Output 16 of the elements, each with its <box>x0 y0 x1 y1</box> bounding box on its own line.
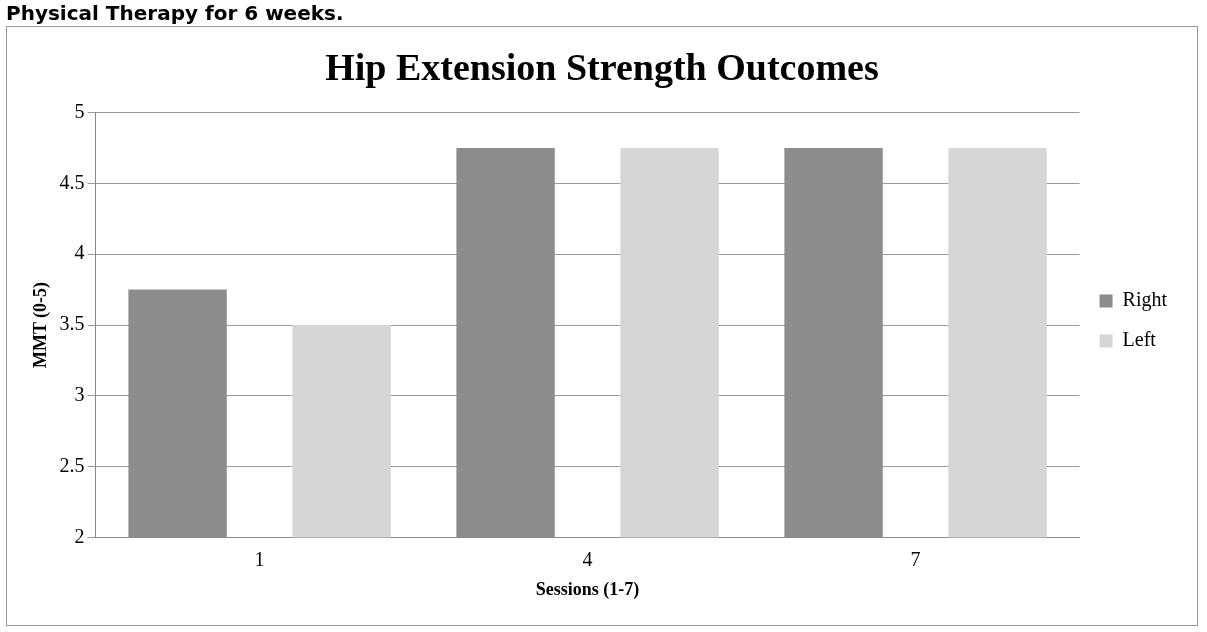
legend-label: Right <box>1122 288 1168 312</box>
x-tick-label: 1 <box>254 547 265 570</box>
x-tick-label: 4 <box>582 547 593 570</box>
x-axis-title: Sessions (1-7) <box>535 578 640 600</box>
y-tick-label: 3.5 <box>59 312 85 335</box>
chart-title: Hip Extension Strength Outcomes <box>325 45 879 88</box>
y-tick-label: 4.5 <box>59 170 85 193</box>
y-tick-label: 2.5 <box>59 453 85 476</box>
y-tick-label: 4 <box>74 241 85 264</box>
y-tick-label: 3 <box>74 383 85 406</box>
x-tick-label: 7 <box>910 547 921 570</box>
y-axis-title: MMT (0-5) <box>30 281 52 369</box>
legend-label: Left <box>1122 328 1157 351</box>
y-tick-label: 5 <box>74 99 85 122</box>
text: Physical Therapy for 6 weeks. <box>5 0 345 26</box>
y-tick-label: 2 <box>74 524 85 547</box>
